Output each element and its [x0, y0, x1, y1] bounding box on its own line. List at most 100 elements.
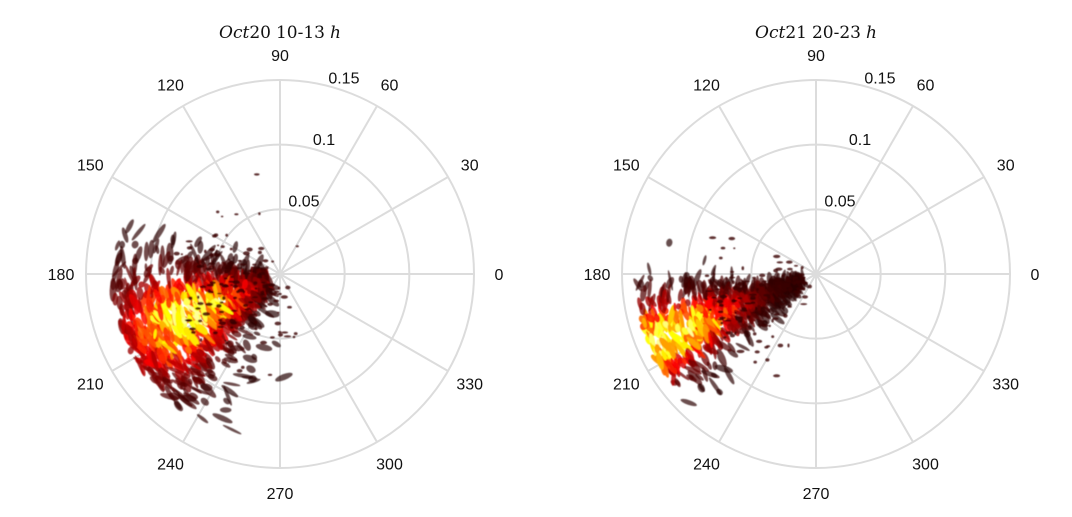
- density-speckle: [224, 265, 232, 270]
- density-speckle: [718, 256, 723, 260]
- density-speckle: [777, 343, 784, 348]
- plot-title-left: Oct20 10-13 h: [219, 23, 341, 43]
- density-speckle: [283, 335, 292, 338]
- density-speckle: [744, 285, 748, 288]
- density-mark: [680, 398, 697, 407]
- density-mark: [128, 308, 134, 322]
- density-speckle: [244, 308, 250, 311]
- density-speckle: [776, 261, 784, 264]
- radial-tick-label: 0.05: [824, 194, 855, 211]
- density-speckle: [220, 245, 225, 249]
- density-speckle: [248, 313, 257, 316]
- density-speckle: [230, 326, 234, 329]
- density-mark: [647, 297, 657, 307]
- density-mark: [112, 292, 119, 306]
- angle-tick-label: 150: [77, 158, 104, 175]
- density-mark: [697, 383, 705, 393]
- density-speckle: [798, 284, 802, 287]
- density-speckle: [264, 266, 269, 270]
- density-speckle: [230, 275, 234, 279]
- density-mark: [170, 360, 189, 372]
- density-mark: [271, 340, 281, 348]
- density-mark: [726, 323, 734, 331]
- density-mark: [157, 368, 163, 379]
- density-mark: [709, 311, 715, 320]
- density-mark: [677, 288, 683, 302]
- density-mark: [200, 397, 209, 406]
- density-mark: [647, 275, 654, 282]
- density-mark: [162, 376, 173, 390]
- angle-tick-label: 300: [912, 457, 939, 474]
- density-speckle: [225, 233, 229, 237]
- density-speckle: [802, 295, 808, 299]
- density-speckle: [221, 284, 229, 288]
- density-mark: [721, 276, 728, 290]
- density-speckle: [234, 358, 237, 361]
- density-speckle: [756, 339, 763, 343]
- density-mark: [645, 313, 655, 323]
- density-speckle: [209, 281, 216, 285]
- density-mark: [744, 326, 751, 346]
- density-speckle: [248, 301, 254, 304]
- density-mark: [112, 261, 127, 277]
- density-speckle: [751, 311, 759, 314]
- density-mark: [170, 234, 176, 246]
- density-mark: [675, 303, 682, 310]
- density-speckle: [277, 286, 281, 290]
- density-mark: [232, 241, 239, 253]
- density-speckle: [253, 320, 258, 324]
- density-speckle: [287, 305, 292, 309]
- density-mark: [242, 253, 250, 267]
- density-mark: [110, 277, 116, 291]
- density-speckle: [253, 281, 258, 285]
- density-mark: [168, 392, 180, 400]
- density-mark: [227, 348, 235, 356]
- density-speckle: [783, 313, 788, 318]
- density-mark: [681, 357, 687, 365]
- angular-gridline: [718, 105, 817, 275]
- density-mark: [724, 294, 733, 316]
- density-speckle: [205, 302, 213, 306]
- density-speckle: [243, 251, 250, 256]
- density-speckle: [788, 288, 792, 292]
- density-mark: [136, 286, 144, 301]
- density-speckle: [247, 269, 252, 272]
- density-mark: [163, 327, 171, 344]
- density-mark: [131, 223, 146, 241]
- density-speckle: [729, 276, 736, 279]
- density-mark: [750, 277, 756, 293]
- density-mark: [235, 341, 246, 354]
- density-speckle: [173, 251, 180, 256]
- density-speckle: [206, 283, 215, 287]
- density-mark: [775, 302, 782, 310]
- density-mark: [165, 297, 172, 309]
- density-mark: [127, 325, 138, 348]
- density-mark: [176, 383, 184, 390]
- density-speckle: [767, 295, 771, 299]
- density-speckle: [730, 271, 735, 273]
- density-mark: [205, 307, 219, 322]
- density-mark: [255, 343, 273, 352]
- density-mark: [140, 311, 148, 325]
- density-mark: [174, 259, 181, 270]
- density-speckle: [267, 302, 273, 306]
- density-speckle: [225, 342, 229, 345]
- density-mark: [686, 336, 701, 350]
- density-mark: [649, 333, 655, 346]
- density-speckle: [736, 349, 745, 354]
- density-speckle: [704, 274, 710, 278]
- density-mark: [252, 254, 264, 276]
- density-mark: [654, 313, 661, 323]
- density-mark: [667, 270, 673, 291]
- angle-tick-label: 180: [584, 267, 611, 284]
- density-speckle: [212, 234, 217, 238]
- density-speckle: [794, 293, 800, 298]
- density-speckle: [186, 246, 193, 250]
- density-mark: [141, 365, 154, 374]
- density-mark: [143, 241, 149, 262]
- density-speckle: [793, 264, 799, 267]
- density-speckle: [209, 253, 214, 257]
- angle-tick-label: 90: [807, 48, 825, 65]
- angle-tick-label: 270: [803, 486, 830, 503]
